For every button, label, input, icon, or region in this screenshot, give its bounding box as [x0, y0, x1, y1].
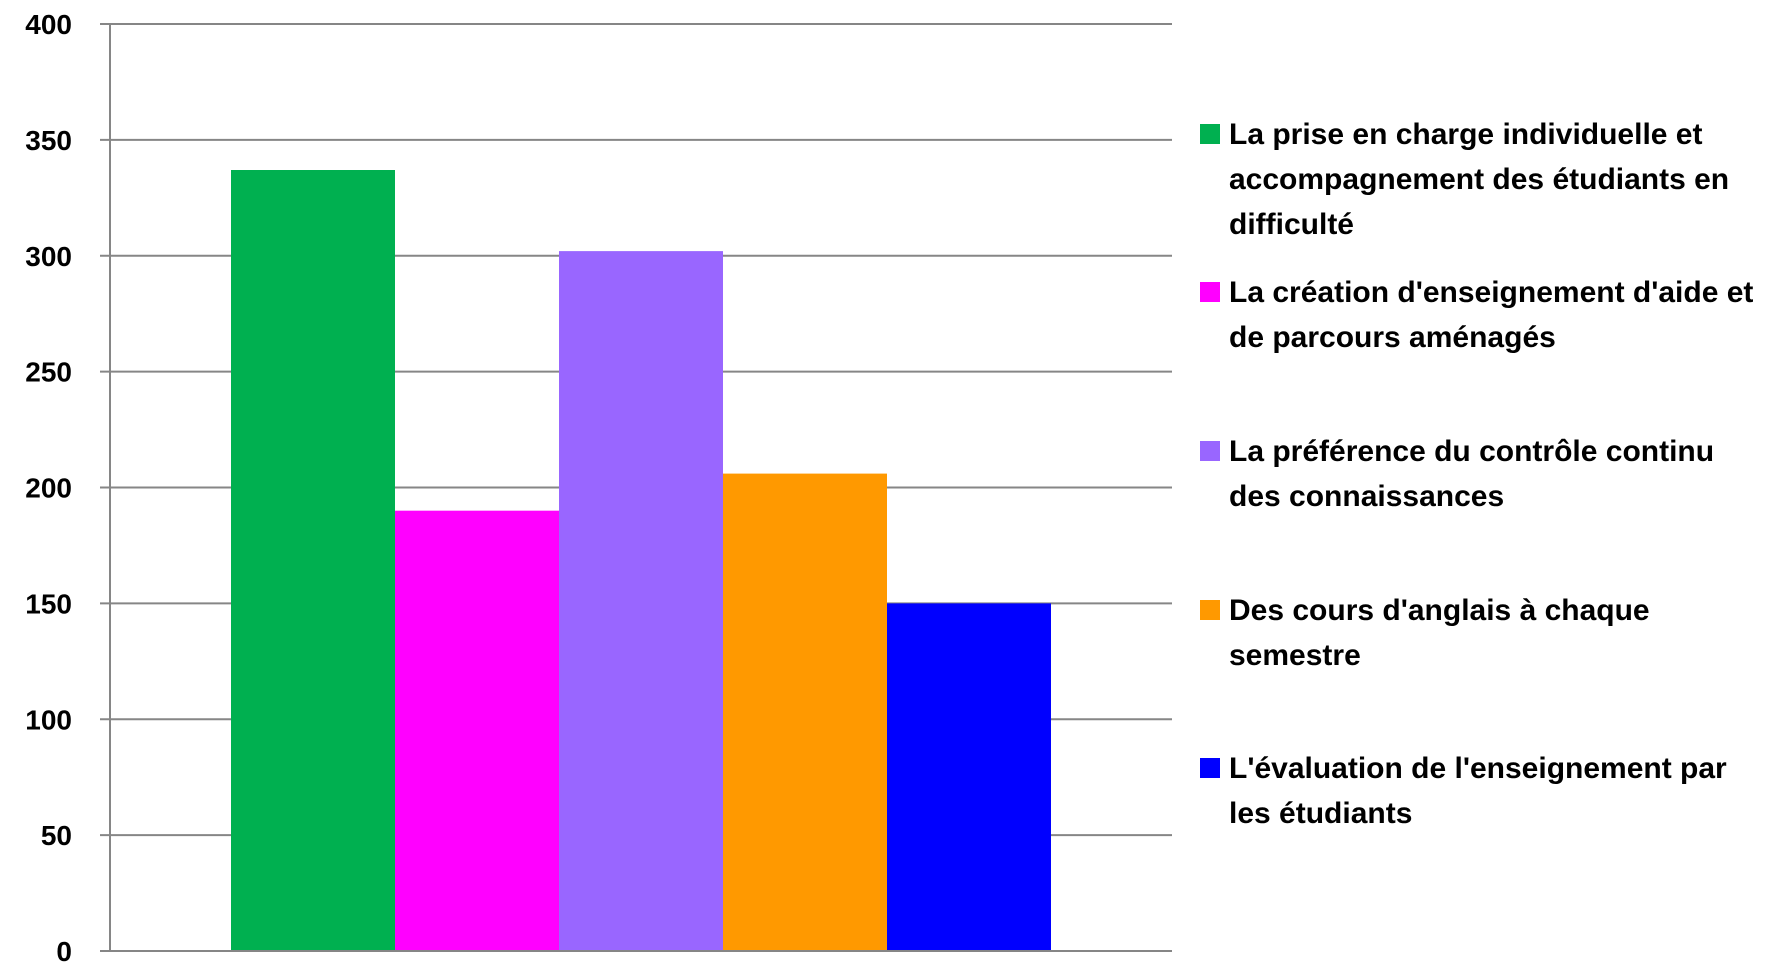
y-tick-label: 350 — [25, 125, 72, 156]
bars — [231, 170, 1051, 952]
bar — [395, 510, 559, 951]
legend-item: La préférence du contrôle continu des co… — [1200, 429, 1780, 519]
bar — [231, 170, 395, 951]
legend-label: Des cours d'anglais à chaque semestre — [1229, 594, 1650, 672]
y-tick-label: 200 — [25, 473, 72, 504]
bar — [559, 251, 723, 952]
legend-swatch — [1200, 124, 1220, 144]
legend-item: L'évaluation de l'enseignement par les é… — [1200, 746, 1780, 836]
legend-swatch — [1200, 282, 1220, 302]
legend-swatch — [1200, 441, 1220, 461]
y-tick-label: 50 — [41, 820, 72, 851]
y-tick-label: 300 — [25, 241, 72, 272]
y-tick-label: 250 — [25, 357, 72, 388]
legend-item: La prise en charge individuelle et accom… — [1200, 112, 1780, 247]
y-tick-label: 100 — [25, 704, 72, 735]
legend-item: La création d'enseignement d'aide et de … — [1200, 270, 1780, 360]
y-tick-labels: 0 50 100 150 200 250 300 350 400 — [25, 9, 72, 963]
legend-label: L'évaluation de l'enseignement par les é… — [1229, 752, 1727, 830]
legend-swatch — [1200, 600, 1220, 620]
y-tick-label: 0 — [56, 936, 72, 963]
legend-label: La prise en charge individuelle et accom… — [1229, 118, 1730, 241]
legend-item: Des cours d'anglais à chaque semestre — [1200, 588, 1780, 678]
y-tick-label: 150 — [25, 588, 72, 619]
legend-swatch — [1200, 758, 1220, 778]
legend-label: La création d'enseignement d'aide et de … — [1229, 276, 1754, 354]
bar — [887, 603, 1051, 951]
legend-label: La préférence du contrôle continu des co… — [1229, 435, 1715, 513]
axes — [100, 23, 1172, 952]
y-tick-label: 400 — [25, 9, 72, 40]
bar — [723, 473, 887, 951]
